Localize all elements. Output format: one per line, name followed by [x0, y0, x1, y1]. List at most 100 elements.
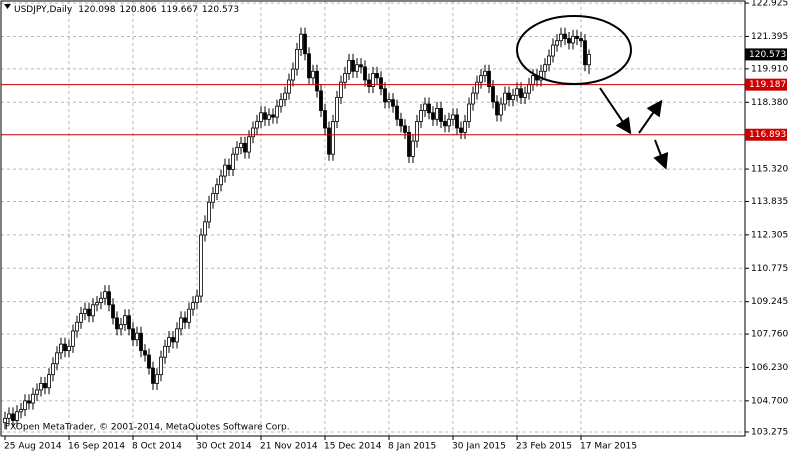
candle-body [519, 88, 523, 98]
candle-body [155, 374, 159, 384]
candle-body [503, 92, 507, 105]
candle-body [103, 291, 107, 299]
candle-body [303, 33, 307, 55]
candle-body [551, 44, 555, 57]
level-label-box [745, 78, 787, 91]
x-tick-label: 25 Aug 2014 [4, 442, 62, 452]
candle-body [27, 400, 31, 404]
candle-body [287, 79, 291, 94]
x-tick-label: 30 Jan 2015 [452, 442, 506, 452]
candle-body [147, 354, 151, 369]
candle-body [47, 374, 51, 389]
candle-body [35, 389, 39, 395]
grid [1, 1, 745, 436]
candle-body [215, 184, 219, 194]
chart-title: USDJPY,Daily 120.098 120.806 119.667 120.573 [14, 5, 239, 15]
y-tick-label: 119.910 [751, 64, 788, 74]
candle-body [39, 382, 43, 391]
symbol-icon [4, 4, 11, 9]
candle-body [23, 400, 27, 410]
highlight-ellipse [516, 15, 632, 85]
candle-body [391, 99, 395, 107]
arrow [599, 87, 632, 135]
y-tick-label: 113.835 [751, 197, 788, 207]
y-tick-label: 106.230 [751, 363, 788, 373]
candle-body [399, 118, 403, 127]
candle-body [311, 70, 315, 79]
candle-body [191, 302, 195, 310]
last-high: 120.806 [119, 5, 156, 15]
candle-body [19, 409, 23, 413]
candle-body [99, 297, 103, 304]
candle-body [243, 142, 247, 153]
candle-body [91, 304, 95, 317]
candle-body [227, 164, 231, 170]
candle-body [271, 114, 275, 118]
candle-body [119, 324, 123, 330]
candle-body [319, 90, 323, 111]
candle-body [375, 73, 379, 79]
candle-body [379, 77, 383, 90]
candle-body [507, 92, 511, 101]
candle-body [411, 140, 415, 157]
x-tick-label: 30 Oct 2014 [196, 442, 252, 452]
y-tick-label: 112.305 [751, 230, 788, 240]
candle-body [31, 393, 35, 404]
candle-body [367, 79, 371, 87]
candle-body [423, 103, 427, 111]
candle-body [371, 73, 375, 87]
level-label: 119.187 [749, 80, 786, 90]
candle-body [51, 363, 55, 376]
candle-body [63, 343, 67, 352]
level-label: 116.893 [749, 130, 786, 140]
candle-body [455, 114, 459, 129]
candle-body [435, 107, 439, 120]
candle-body [83, 308, 87, 314]
candle-body [67, 345, 71, 352]
candle-body [395, 105, 399, 120]
candle-body [539, 70, 543, 81]
y-tick-label: 115.320 [751, 165, 788, 175]
candle-body [383, 88, 387, 103]
candle-body [487, 70, 491, 87]
candle-body [531, 75, 535, 85]
candle-body [355, 64, 359, 72]
candle-body [471, 92, 475, 105]
candle-body [159, 356, 163, 376]
last-close: 120.573 [202, 5, 239, 15]
candle-body [279, 99, 283, 107]
candle-body [415, 121, 419, 142]
candle-body [207, 201, 211, 223]
candle-body [427, 103, 431, 114]
candle-body [567, 38, 571, 44]
candle-body [167, 337, 171, 347]
candle-body [251, 127, 255, 138]
last-low: 119.667 [161, 5, 198, 15]
candle-body [339, 81, 343, 98]
candle-body [231, 153, 235, 170]
candle-body [87, 308, 91, 317]
candle-body [583, 40, 587, 66]
candle-body [203, 221, 207, 236]
candle-body [171, 337, 175, 343]
y-tick-label: 104.700 [751, 396, 788, 406]
candle-body [219, 175, 223, 186]
candle-body [247, 136, 251, 153]
candle-body [55, 352, 59, 365]
x-tick-label: 23 Feb 2015 [516, 442, 572, 452]
x-tick-label: 16 Sep 2014 [68, 442, 125, 452]
candle-body [559, 33, 563, 42]
candle-body [259, 112, 263, 122]
symbol: USDJPY,Daily [14, 5, 73, 15]
x-tick-label: 8 Oct 2014 [132, 442, 182, 452]
candle-body [515, 88, 519, 96]
candle-body [143, 350, 147, 356]
candle-body [343, 73, 347, 83]
candle-body [239, 142, 243, 149]
candle-body [223, 164, 227, 177]
candle-body [587, 54, 591, 66]
candle-body [175, 328, 179, 343]
y-tick-label: 118.380 [751, 98, 788, 108]
arrow [653, 139, 669, 170]
